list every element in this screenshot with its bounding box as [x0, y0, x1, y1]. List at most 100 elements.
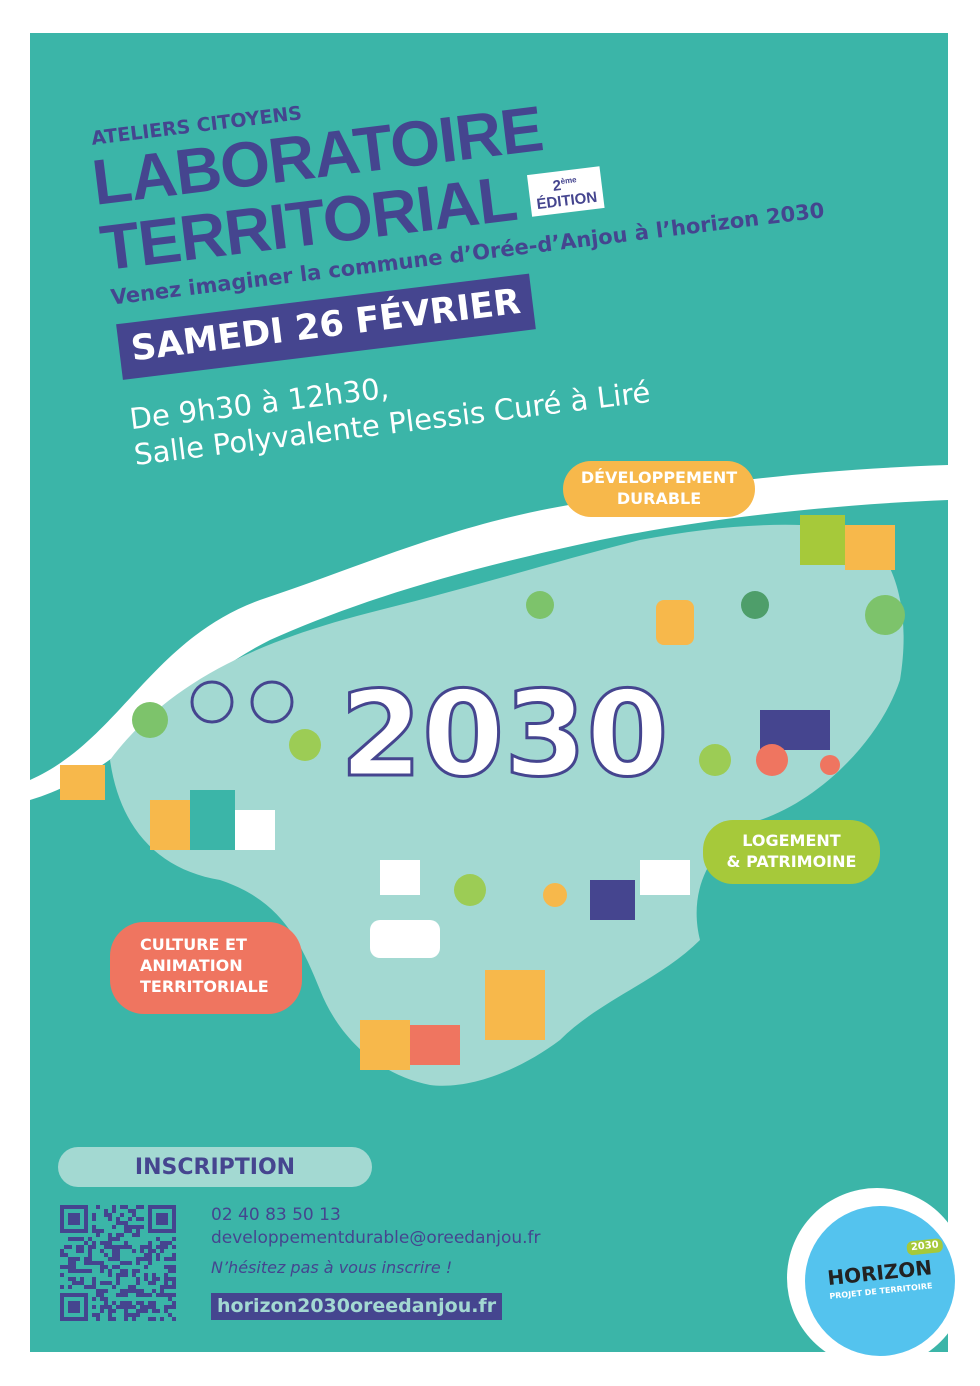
qr-module [156, 1253, 160, 1257]
qr-module [88, 1245, 92, 1249]
qr-module [100, 1297, 104, 1301]
qr-module [68, 1245, 72, 1249]
qr-module [160, 1293, 164, 1297]
qr-module [140, 1245, 144, 1249]
qr-module [136, 1277, 140, 1281]
qr-module [148, 1301, 152, 1305]
qr-module [112, 1245, 116, 1249]
qr-module [148, 1317, 152, 1321]
qr-module [160, 1241, 164, 1245]
qr-module [120, 1205, 124, 1209]
qr-module [92, 1229, 96, 1233]
qr-module [112, 1309, 116, 1313]
qr-module [60, 1253, 64, 1257]
qr-module [128, 1261, 132, 1265]
qr-module [100, 1261, 104, 1265]
qr-module [140, 1205, 144, 1209]
qr-module [92, 1241, 96, 1245]
qr-module [132, 1289, 136, 1293]
qr-module [172, 1317, 176, 1321]
qr-module [156, 1309, 160, 1313]
qr-module [68, 1285, 72, 1289]
qr-module [124, 1313, 128, 1317]
qr-module [80, 1281, 84, 1285]
qr-module [116, 1221, 120, 1225]
qr-module [140, 1249, 144, 1253]
qr-module [132, 1209, 136, 1213]
qr-module [160, 1249, 164, 1253]
qr-module [168, 1265, 172, 1269]
qr-module [120, 1301, 124, 1305]
qr-module [164, 1281, 168, 1285]
logo-badge: 2030 [906, 1237, 944, 1256]
wine-barrel [656, 600, 694, 645]
qr-module [148, 1257, 152, 1261]
qr-module [128, 1289, 132, 1293]
email-address[interactable]: developpementdurable@oreedanjou.fr [211, 1228, 541, 1248]
qr-module [108, 1217, 112, 1221]
qr-module [128, 1209, 132, 1213]
qr-module [136, 1293, 140, 1297]
theme-label: TERRITORIALE [140, 977, 269, 996]
qr-module [88, 1237, 92, 1241]
qr-module [76, 1245, 80, 1249]
qr-module [76, 1269, 80, 1273]
qr-module [152, 1317, 156, 1321]
qr-module [152, 1289, 156, 1293]
phone-number[interactable]: 02 40 83 50 13 [211, 1205, 341, 1225]
qr-module [92, 1217, 96, 1221]
qr-code[interactable] [60, 1205, 176, 1321]
qr-module [172, 1305, 176, 1309]
qr-module [112, 1209, 116, 1213]
qr-module [124, 1269, 128, 1273]
qr-module [104, 1281, 108, 1285]
qr-module [136, 1233, 140, 1237]
qr-module [88, 1285, 92, 1289]
qr-module [128, 1313, 132, 1317]
map-year: 2030 [340, 665, 668, 803]
qr-module [144, 1245, 148, 1249]
qr-module [84, 1241, 88, 1245]
qr-module [84, 1269, 88, 1273]
qr-module [132, 1225, 136, 1229]
qr-module [112, 1257, 116, 1261]
qr-module [96, 1233, 100, 1237]
qr-module [120, 1233, 124, 1237]
qr-module [100, 1281, 104, 1285]
qr-module [108, 1213, 112, 1217]
qr-module [168, 1285, 172, 1289]
qr-module [60, 1265, 64, 1269]
qr-module [172, 1281, 176, 1285]
qr-module [160, 1289, 164, 1293]
qr-module [128, 1305, 132, 1309]
qr-module [92, 1305, 96, 1309]
qr-module [132, 1269, 136, 1273]
qr-module [68, 1277, 72, 1281]
qr-module [136, 1269, 140, 1273]
qr-module [88, 1261, 92, 1265]
qr-module [136, 1313, 140, 1317]
qr-module [76, 1249, 80, 1253]
qr-module [72, 1265, 76, 1269]
qr-module [68, 1269, 72, 1273]
qr-module [116, 1249, 120, 1253]
qr-module [148, 1293, 152, 1297]
qr-module [76, 1237, 80, 1241]
qr-module [136, 1301, 140, 1305]
qr-module [144, 1253, 148, 1257]
qr-module [104, 1245, 108, 1249]
qr-module [104, 1253, 108, 1257]
qr-module [140, 1301, 144, 1305]
qr-module [132, 1273, 136, 1277]
qr-module [124, 1241, 128, 1245]
qr-module [152, 1309, 156, 1313]
qr-module [104, 1241, 108, 1245]
qr-module [100, 1305, 104, 1309]
qr-module [124, 1305, 128, 1309]
qr-module [136, 1309, 140, 1313]
qr-module [120, 1293, 124, 1297]
qr-module [112, 1253, 116, 1257]
website-link[interactable]: horizon2030oreedanjou.fr [211, 1293, 503, 1320]
qr-module [116, 1253, 120, 1257]
qr-module [144, 1273, 148, 1277]
